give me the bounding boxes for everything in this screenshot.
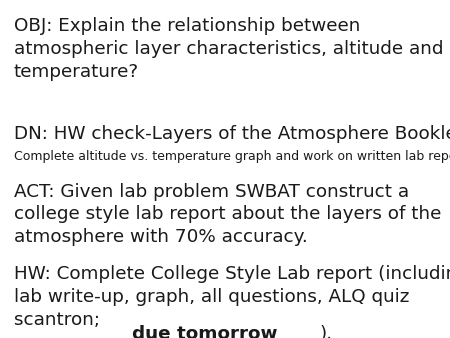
Text: HW: Complete College Style Lab report (including
lab write-up, graph, all questi: HW: Complete College Style Lab report (i…: [14, 265, 450, 329]
Text: DN: HW check-Layers of the Atmosphere Booklet: DN: HW check-Layers of the Atmosphere Bo…: [14, 125, 450, 143]
Text: ACT: Given lab problem SWBAT construct a
college style lab report about the laye: ACT: Given lab problem SWBAT construct a…: [14, 183, 441, 246]
Text: OBJ: Explain the relationship between
atmospheric layer characteristics, altitud: OBJ: Explain the relationship between at…: [14, 17, 443, 81]
Text: ).: ).: [320, 325, 333, 338]
Text: scantron;: scantron;: [0, 337, 1, 338]
Text: due tomorrow: due tomorrow: [132, 325, 278, 338]
Text: Complete altitude vs. temperature graph and work on written lab report.: Complete altitude vs. temperature graph …: [14, 150, 450, 163]
